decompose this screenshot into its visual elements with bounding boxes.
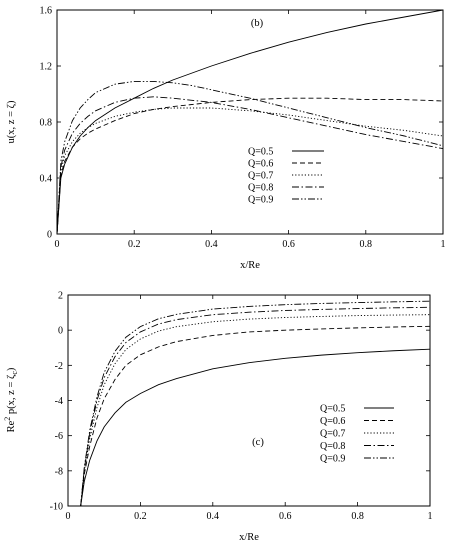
chart-c-series-line-2 xyxy=(80,325,431,507)
chart-b-series-line-3 xyxy=(56,107,444,235)
chart-b-x-tick-label: 0.2 xyxy=(128,239,141,250)
chart-b-ticks: 0 0.2 0.4 0.6 0.8 1 0 0.4 0.8 1.2 1.6 xyxy=(40,6,446,251)
chart-c-x-tick-label: 1 xyxy=(428,511,433,522)
chart-c-y-axis-label-sup: 2 xyxy=(3,417,12,421)
chart-b-legend-label: Q=0.9 xyxy=(248,195,273,206)
chart-c: 0 0.2 0.4 0.6 0.8 1-10-8-6-4-202 (c) x/Re Re2… xyxy=(3,291,433,544)
chart-c-x-axis-label: x/Re xyxy=(239,532,259,543)
chart-c-y-axis-label-sub: c xyxy=(10,371,19,375)
chart-c-series-line-4 xyxy=(80,306,431,507)
chart-b-legend-entry: Q=0.5 xyxy=(248,147,324,158)
chart-c-y-axis-label-rest: p(x, z = ζ xyxy=(6,374,17,417)
chart-c-y-tick-label: 2 xyxy=(58,291,63,302)
chart-c-legend: Q=0.5Q=0.6 Q=0.7Q=0.8 Q=0.9 xyxy=(320,404,394,465)
chart-c-legend-entry: Q=0.9 xyxy=(320,454,394,465)
chart-c-ticks: 0 0.2 0.4 0.6 0.8 1 -10 -8 -6 -4 -2 0 2 xyxy=(50,291,433,523)
chart-c-x-tick-label: 0.4 xyxy=(207,511,220,522)
chart-b-legend-entry: Q=0.6 xyxy=(248,159,324,170)
chart-c-y-tick-label: -8 xyxy=(55,466,63,477)
chart-b-legend-label: Q=0.6 xyxy=(248,159,273,170)
chart-b-x-tick-label: 0.8 xyxy=(360,239,373,250)
chart-b: 0 0.2 0.4 0.6 0.8 1 0 0.4 0.8 1.2 1.6 (b) x/Re u(x… xyxy=(6,6,446,272)
chart-c-x-tick-label: 0.8 xyxy=(351,511,364,522)
chart-c-plot-area xyxy=(67,294,431,507)
chart-c-y-axis-label-close: ) xyxy=(6,367,17,371)
chart-b-series-line-4 xyxy=(56,96,444,235)
chart-c-x-tick-label: 0 xyxy=(66,511,71,522)
chart-c-x-tick-label: 0.2 xyxy=(134,511,147,522)
chart-b-series-layer xyxy=(56,9,444,235)
chart-c-y-axis-label: Re2 p(x, z = ζc) xyxy=(3,367,19,432)
chart-c-x-tick-label: 0.6 xyxy=(279,511,292,522)
chart-c-y-axis-label-main: Re xyxy=(6,420,17,432)
chart-b-legend-label: Q=0.8 xyxy=(248,183,273,194)
chart-b-series-line-2 xyxy=(56,97,444,235)
chart-c-y-tick-label: -6 xyxy=(55,431,63,442)
chart-b-y-tick-label: 1.2 xyxy=(40,62,53,73)
chart-c-legend-label: Q=0.9 xyxy=(320,454,345,465)
chart-b-legend-entry: Q=0.9 xyxy=(248,195,324,206)
chart-c-y-tick-label: -2 xyxy=(55,361,63,372)
chart-b-x-tick-label: 0.6 xyxy=(282,239,295,250)
chart-c-frame xyxy=(67,294,431,507)
chart-c-legend-entry: Q=0.5 xyxy=(320,404,394,415)
chart-b-legend: Q=0.5Q=0.6Q=0.7Q=0.8Q=0.9 xyxy=(248,147,324,206)
chart-b-y-tick-label: 0 xyxy=(47,230,52,241)
chart-b-x-axis-label: x/Re xyxy=(240,260,260,271)
chart-c-y-tick-label: -10 xyxy=(50,502,63,513)
chart-b-legend-entry: Q=0.8 xyxy=(248,183,324,194)
chart-b-legend-entry: Q=0.7 xyxy=(248,171,324,182)
chart-c-y-tick-label: 0 xyxy=(58,326,63,337)
chart-b-series-line-1 xyxy=(56,9,444,235)
chart-c-legend-label: Q=0.6 xyxy=(320,416,345,427)
chart-b-y-tick-label: 0.4 xyxy=(40,174,53,185)
chart-b-legend-label: Q=0.5 xyxy=(248,147,273,158)
chart-c-legend-entry: Q=0.7 xyxy=(320,429,394,440)
chart-c-series-line-1 xyxy=(80,348,431,507)
chart-c-series-line-3 xyxy=(80,314,431,507)
chart-b-legend-label: Q=0.7 xyxy=(248,171,273,182)
chart-b-y-tick-label: 0.8 xyxy=(40,118,53,129)
chart-b-x-tick-label: 1 xyxy=(441,239,446,250)
chart-c-legend-entry: Q=0.6 xyxy=(320,416,394,427)
chart-b-y-axis-label: u(x, z = ζ) xyxy=(6,100,17,143)
chart-c-series-layer xyxy=(80,300,431,507)
chart-b-x-tick-label: 0.4 xyxy=(205,239,218,250)
chart-b-x-tick-label: 0 xyxy=(55,239,60,250)
chart-b-series-line-5 xyxy=(56,80,444,235)
chart-c-panel-label: (c) xyxy=(252,437,264,448)
chart-c-legend-label: Q=0.7 xyxy=(320,429,345,440)
chart-c-legend-label: Q=0.5 xyxy=(320,404,345,415)
chart-b-y-tick-label: 1.6 xyxy=(40,6,53,17)
chart-b-panel-label: (b) xyxy=(251,18,264,29)
chart-c-legend-label: Q=0.8 xyxy=(320,441,345,452)
chart-c-series-line-5 xyxy=(80,300,431,507)
chart-c-legend-entry: Q=0.8 xyxy=(320,441,394,452)
chart-c-y-tick-label: -4 xyxy=(55,396,63,407)
